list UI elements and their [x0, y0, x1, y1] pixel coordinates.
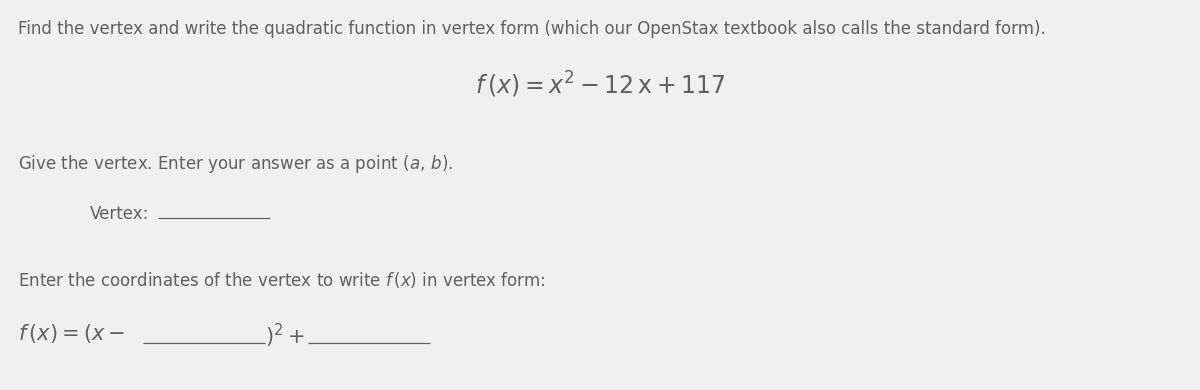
Text: Enter the coordinates of the vertex to write $f\,(x)$ in vertex form:: Enter the coordinates of the vertex to w…	[18, 270, 546, 290]
Text: Give the vertex. Enter your answer as a point $(a,\,b)$.: Give the vertex. Enter your answer as a …	[18, 153, 454, 175]
Text: $)^2+$: $)^2+$	[265, 322, 305, 350]
Text: $f\,(x) = x^2 - 12\,\mathrm{x} + 117$: $f\,(x) = x^2 - 12\,\mathrm{x} + 117$	[474, 70, 726, 100]
Text: Vertex:: Vertex:	[90, 205, 149, 223]
Text: Find the vertex and write the quadratic function in vertex form (which our OpenS: Find the vertex and write the quadratic …	[18, 20, 1045, 38]
Text: $f\,(x) = (x-$: $f\,(x) = (x-$	[18, 322, 125, 345]
